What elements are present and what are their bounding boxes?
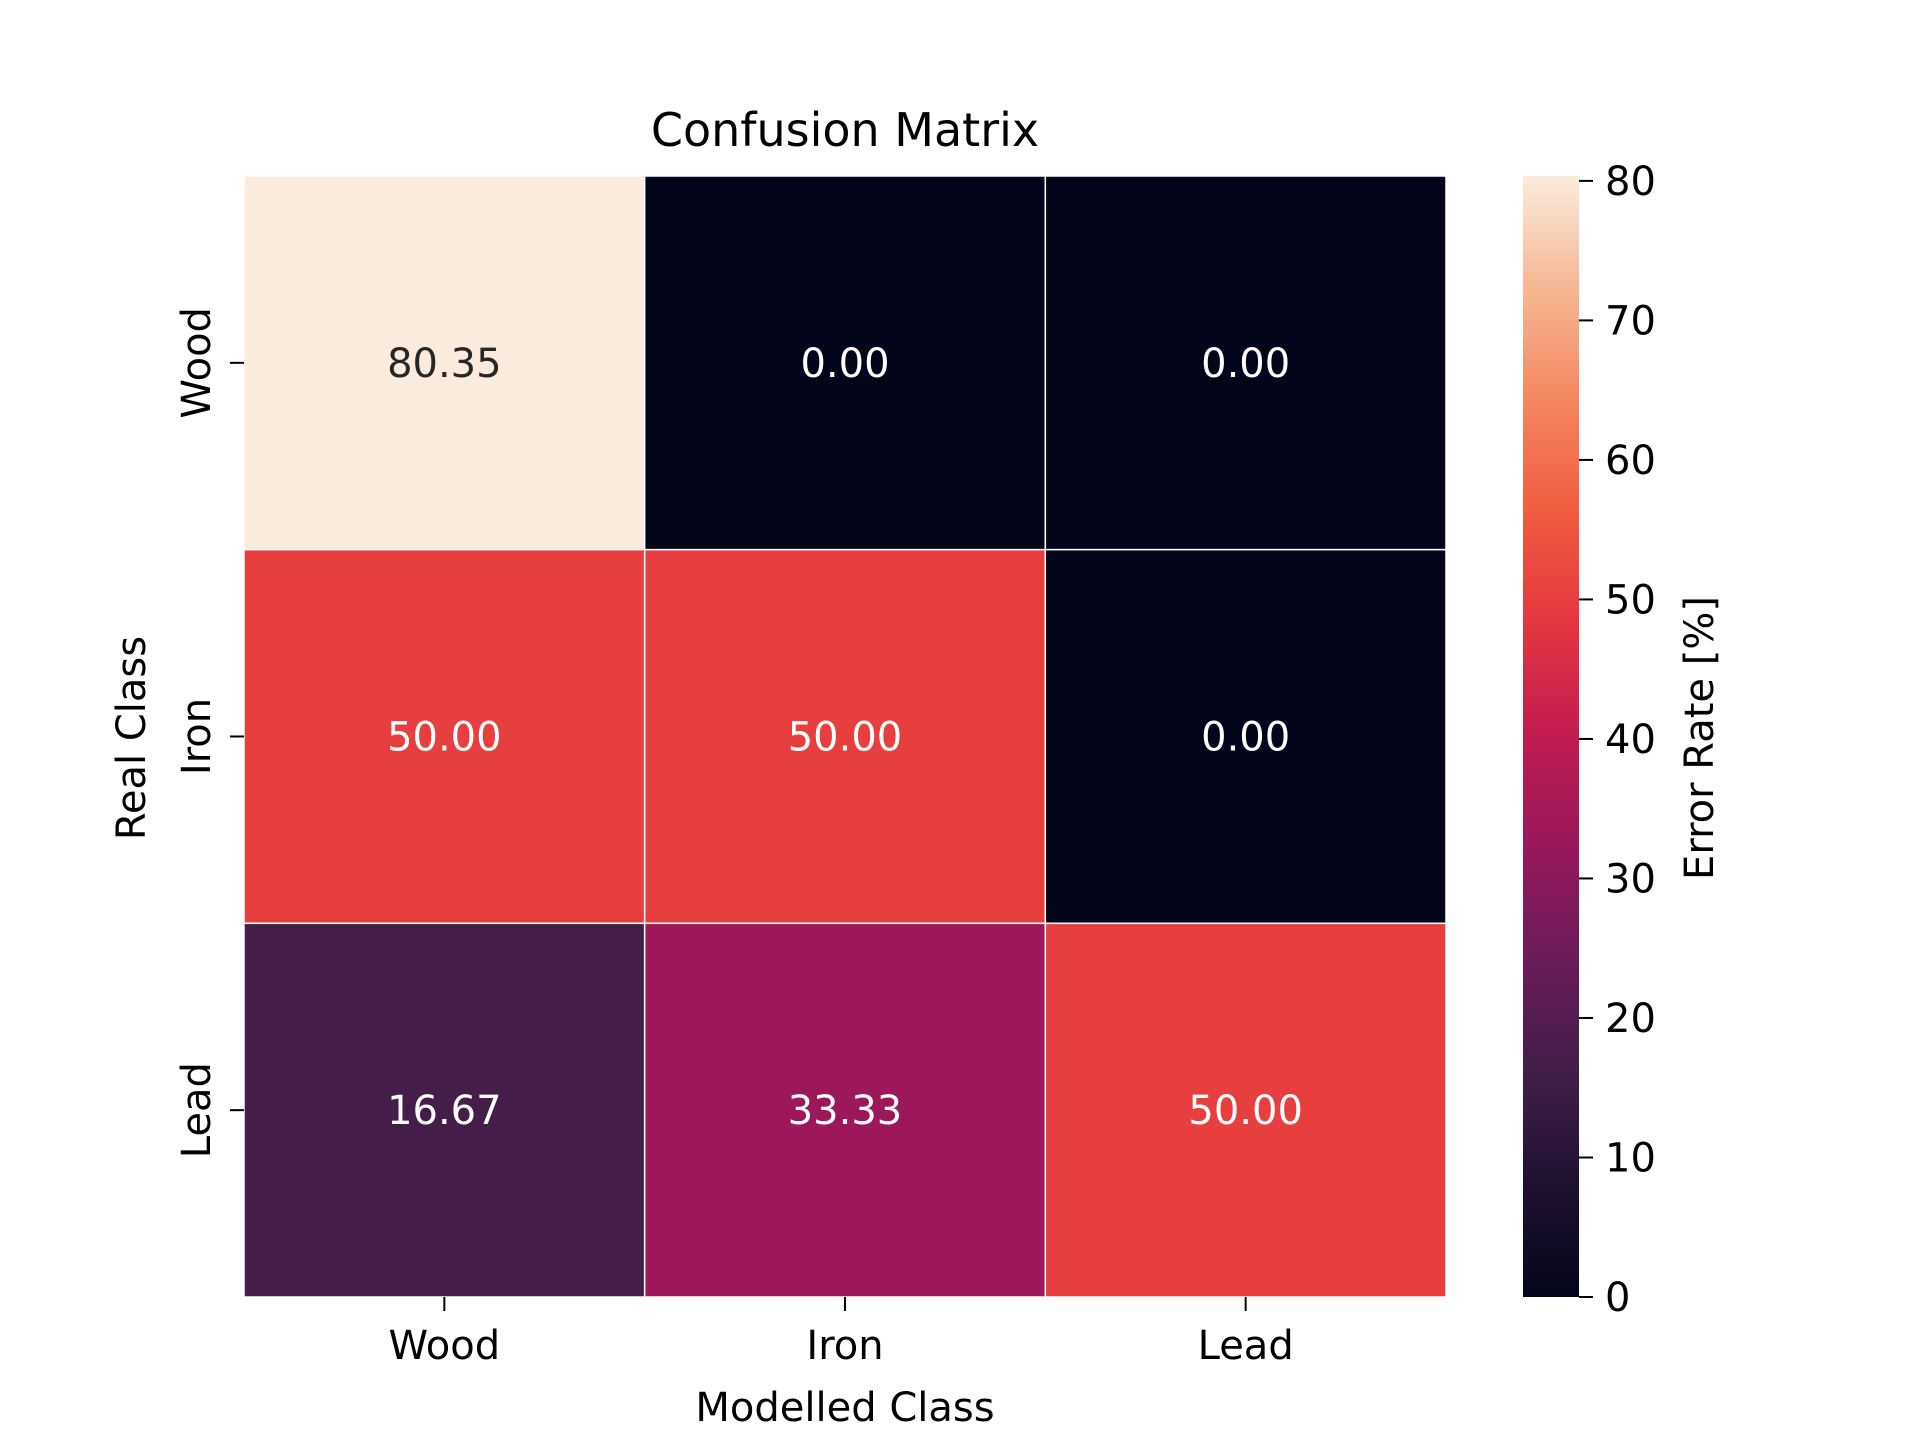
cell-value-label: 0.00 [800, 341, 889, 387]
axes: Wood Iron Lead Wood Iron Lead [174, 307, 1294, 1369]
cell-value-labels: 80.35 0.00 0.00 50.00 50.00 0.00 16.67 33.33 50.… [387, 341, 1303, 1134]
colorbar-tick-label: 60 [1605, 438, 1656, 484]
heatmap-cell-iron-iron [643, 548, 1047, 925]
colorbar-tick-label: 70 [1605, 298, 1656, 344]
cell-value-label: 16.67 [387, 1088, 502, 1134]
heatmap-cell-iron-lead [1044, 548, 1447, 925]
colorbar-tick-label: 40 [1605, 717, 1656, 763]
cell-value-label: 33.33 [788, 1088, 903, 1134]
colorbar-tick-label: 30 [1605, 856, 1656, 902]
colorbar-tick-label: 80 [1605, 159, 1656, 205]
heatmap-cell-lead-wood [243, 922, 646, 1298]
heatmap-cell-lead-iron [643, 922, 1047, 1298]
heatmap-cell-wood-iron [643, 175, 1047, 551]
cell-value-label: 50.00 [788, 715, 903, 761]
y-tick-label: Iron [174, 698, 220, 775]
heatmap-cell-wood-lead [1044, 175, 1447, 551]
colorbar: 0 10 20 30 40 50 60 70 80 [1523, 159, 1656, 1321]
x-tick-label: Wood [389, 1323, 501, 1369]
cell-value-label: 80.35 [387, 341, 502, 387]
y-axis-title: Real Class [109, 636, 155, 840]
cell-value-label: 50.00 [1188, 1088, 1303, 1134]
cell-value-label: 0.00 [1201, 341, 1290, 387]
x-tick-label: Lead [1198, 1323, 1294, 1369]
colorbar-title: Error Rate [%] [1677, 596, 1723, 880]
colorbar-tick-label: 50 [1605, 577, 1656, 623]
x-axis-title: Modelled Class [695, 1385, 994, 1431]
colorbar-tick-label: 20 [1605, 996, 1656, 1042]
colorbar-tick-label: 0 [1605, 1275, 1630, 1321]
cell-value-label: 50.00 [387, 715, 502, 761]
x-tick-label: Iron [806, 1323, 883, 1369]
heatmap-cells [243, 175, 1447, 1298]
heatmap-cell-iron-wood [243, 548, 646, 925]
chart-title: Confusion Matrix [651, 103, 1039, 157]
y-tick-label: Wood [174, 307, 220, 419]
cell-value-label: 0.00 [1201, 715, 1290, 761]
colorbar-gradient [1523, 176, 1579, 1297]
y-tick-label: Lead [174, 1062, 220, 1158]
colorbar-tick-label: 10 [1605, 1135, 1656, 1181]
heatmap-cell-wood-wood [243, 175, 646, 551]
